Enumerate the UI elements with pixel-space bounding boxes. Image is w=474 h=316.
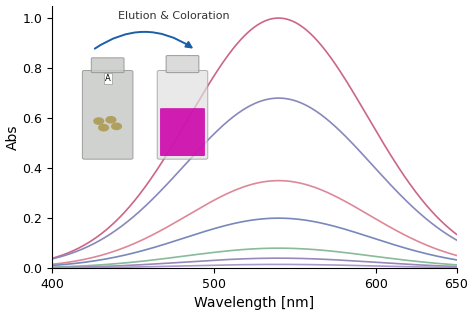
FancyBboxPatch shape (82, 70, 133, 159)
Circle shape (106, 117, 116, 123)
X-axis label: Wavelength [nm]: Wavelength [nm] (194, 296, 314, 310)
Circle shape (99, 125, 109, 131)
Y-axis label: Abs: Abs (6, 124, 19, 149)
FancyBboxPatch shape (160, 108, 205, 156)
FancyBboxPatch shape (91, 58, 124, 73)
Circle shape (112, 123, 121, 130)
FancyBboxPatch shape (166, 56, 199, 73)
Circle shape (94, 118, 104, 124)
Text: A: A (105, 74, 110, 83)
FancyBboxPatch shape (157, 70, 208, 159)
Text: Elution & Coloration: Elution & Coloration (118, 11, 229, 21)
